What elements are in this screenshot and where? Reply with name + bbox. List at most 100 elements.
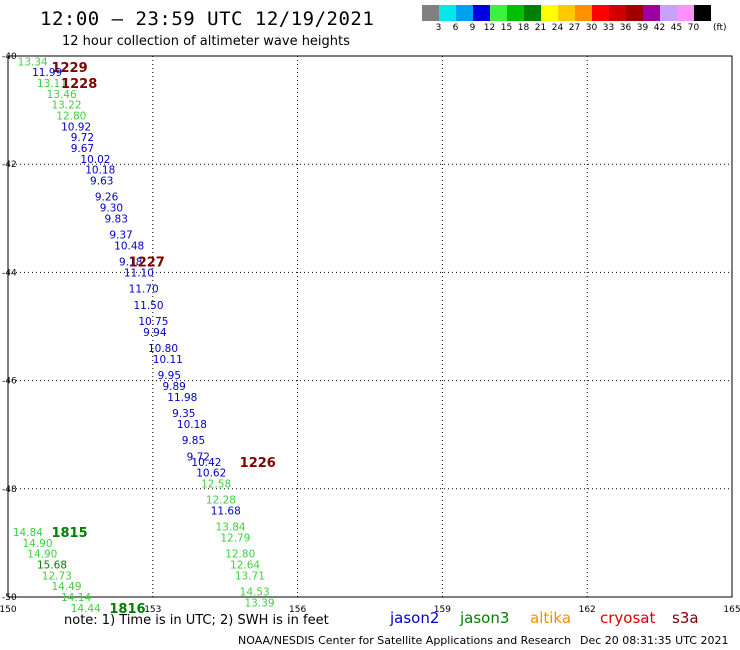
wave-height-label: 9.67 (71, 143, 94, 155)
sat-legend-cryosat: cryosat (600, 609, 656, 627)
legend-tick-label: 70 (687, 23, 700, 33)
generation-timestamp: Dec 20 08:31:35 UTC 2021 (580, 634, 729, 647)
lon-tick-label: 150 (0, 605, 17, 615)
wave-height-label: 9.85 (182, 435, 205, 447)
color-legend-bar (422, 5, 711, 21)
wave-height-label: 11.68 (211, 505, 241, 517)
wave-height-label: 13.34 (18, 56, 48, 68)
wave-height-label: 9.95 (158, 370, 181, 382)
lon-tick-label: 159 (434, 605, 451, 615)
legend-tick-label: 39 (636, 23, 649, 33)
credit-line: NOAA/NESDIS Center for Satellite Applica… (238, 634, 572, 647)
lat-tick-label: -46 (2, 377, 17, 387)
wave-height-label: 10.42 (191, 457, 221, 469)
wave-height-label: 14.14 (61, 592, 91, 604)
wave-height-label: 14.90 (27, 549, 57, 561)
legend-swatch (609, 5, 626, 21)
wave-height-label: 14.90 (22, 538, 52, 550)
map-title: 12:00 – 23:59 UTC 12/19/2021 (40, 8, 375, 30)
wave-height-label: 15.68 (37, 560, 67, 572)
wave-height-label: 13.22 (51, 100, 81, 112)
pass-time-label: 1227 (129, 256, 165, 271)
lat-tick-label: -40 (2, 52, 17, 62)
wave-height-label: 9.18 (119, 257, 142, 269)
legend-tick-label: 15 (500, 23, 513, 33)
wave-height-label: 10.18 (177, 419, 207, 431)
wave-height-label: 12.79 (220, 532, 250, 544)
color-legend-labels: 3 6 9 12 15 18 21 24 27 30 33 36 39 42 45 70 (422, 22, 702, 34)
wave-height-label: 9.72 (187, 451, 210, 463)
legend-tick-label: 42 (653, 23, 666, 33)
pass-time-label: 1226 (240, 456, 276, 471)
legend-swatch (422, 5, 439, 21)
wave-height-label: 12.28 (206, 495, 236, 507)
legend-swatch (490, 5, 507, 21)
legend-swatch (558, 5, 575, 21)
wave-height-label: 13.11 (37, 78, 67, 90)
wave-height-label: 13.39 (245, 597, 275, 609)
wave-height-label: 9.26 (95, 192, 119, 204)
legend-swatch (626, 5, 643, 21)
wave-height-label: 14.84 (13, 527, 43, 539)
legend-swatch (524, 5, 541, 21)
wave-height-label: 13.84 (216, 522, 246, 534)
wave-height-label: 10.02 (80, 154, 110, 166)
wave-height-label: 12.64 (230, 560, 260, 572)
legend-swatch (575, 5, 592, 21)
legend-swatch (456, 5, 473, 21)
wave-height-label: 12.73 (42, 570, 72, 582)
legend-swatch (473, 5, 490, 21)
wave-height-label: 14.53 (240, 587, 270, 599)
legend-tick-label: 9 (469, 23, 476, 33)
sat-legend-jason3: jason3 (460, 609, 510, 627)
wave-height-label: 9.35 (172, 408, 195, 420)
pass-time-label: 1815 (51, 526, 87, 541)
wave-height-label: 14.49 (51, 581, 81, 593)
legend-tick-label: 33 (602, 23, 615, 33)
pass-time-label: 1816 (109, 602, 145, 617)
wave-height-label: 13.71 (235, 570, 265, 582)
wave-height-label: 9.30 (100, 202, 123, 214)
legend-unit: (ft) (713, 23, 727, 33)
wave-height-label: 10.80 (148, 343, 178, 355)
legend-swatch (592, 5, 609, 21)
wave-height-label: 12.80 (225, 549, 255, 561)
wave-height-label: 11.98 (167, 392, 197, 404)
legend-tick-label: 45 (670, 23, 683, 33)
sat-legend-altika: altika (530, 609, 572, 627)
wave-height-label: 10.18 (85, 165, 115, 177)
legend-swatch (677, 5, 694, 21)
wave-height-label: 9.63 (90, 175, 113, 187)
map-subtitle: 12 hour collection of altimeter wave hei… (62, 34, 350, 49)
lon-tick-label: 162 (579, 605, 596, 615)
wave-height-label: 9.72 (71, 132, 94, 144)
wave-height-label: 9.89 (162, 381, 185, 393)
lat-tick-label: -44 (2, 268, 17, 278)
legend-swatch (694, 5, 711, 21)
pass-time-label: 1228 (61, 77, 97, 92)
wave-height-label: 9.94 (143, 327, 167, 339)
wave-height-label: 12.58 (201, 478, 231, 490)
wave-height-label: 10.11 (153, 354, 183, 366)
legend-swatch (439, 5, 456, 21)
legend-tick-label: 6 (452, 23, 459, 33)
wave-height-label: 10.62 (196, 468, 226, 480)
legend-swatch (643, 5, 660, 21)
sat-legend-s3a: s3a (672, 609, 699, 627)
lon-tick-label: 165 (723, 605, 740, 615)
wave-height-label: 9.37 (109, 230, 132, 242)
lon-tick-label: 156 (289, 605, 306, 615)
wave-height-label: 11.70 (129, 284, 159, 296)
wave-height-label: 11.50 (133, 300, 163, 312)
lat-tick-label: -50 (2, 593, 17, 603)
legend-tick-label: 18 (517, 23, 530, 33)
legend-tick-label: 21 (534, 23, 547, 33)
wave-height-label: 10.92 (61, 121, 91, 133)
legend-tick-label: 27 (568, 23, 581, 33)
lat-tick-label: -48 (2, 485, 17, 495)
pass-time-label: 1229 (51, 61, 87, 76)
footnote: note: 1) Time is in UTC; 2) SWH is in fe… (64, 613, 329, 628)
wave-height-label: 10.75 (138, 316, 168, 328)
wave-height-label: 11.10 (124, 267, 154, 279)
